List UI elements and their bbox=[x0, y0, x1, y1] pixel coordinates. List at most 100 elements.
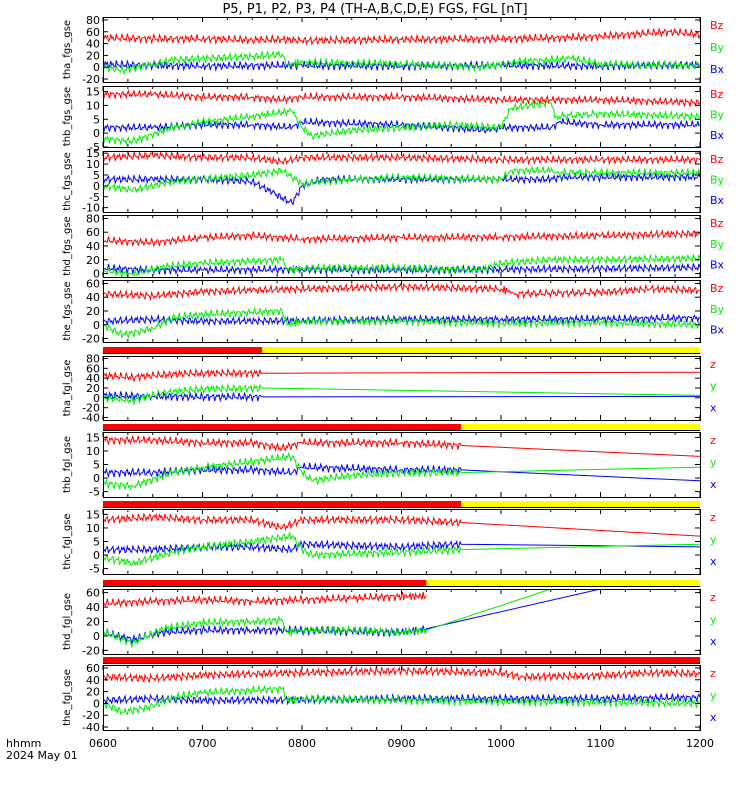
series-line-By bbox=[103, 49, 700, 76]
y-tick-label: -20 bbox=[82, 709, 100, 722]
y-tick-label: 0 bbox=[93, 549, 100, 562]
y-tick-label: 40 bbox=[86, 372, 100, 385]
y-tick-label: 80 bbox=[86, 212, 100, 225]
y-tick-label: 10 bbox=[86, 99, 100, 112]
legend-label-Bz: Bz bbox=[710, 282, 724, 295]
series-line-y bbox=[103, 684, 700, 716]
legend-label-x: x bbox=[710, 711, 717, 724]
series-line-Bx bbox=[103, 116, 700, 134]
series-line-Bz bbox=[103, 89, 700, 109]
panel-ylabel: tha_fgs_gse bbox=[62, 20, 73, 79]
series-line-Bx bbox=[103, 313, 700, 327]
y-tick-label: 0 bbox=[93, 697, 100, 710]
y-tick-label: -20 bbox=[82, 333, 100, 346]
y-tick-label: 0 bbox=[93, 180, 100, 193]
legend-label-Bz: Bz bbox=[710, 88, 724, 101]
data-availability-bar-yellow bbox=[461, 424, 700, 430]
legend-label-Bx: Bx bbox=[710, 259, 725, 272]
legend-label-y: y bbox=[710, 689, 717, 702]
y-tick-label: -5 bbox=[89, 563, 100, 576]
series-line-x bbox=[103, 462, 700, 482]
y-tick-label: 15 bbox=[86, 147, 100, 160]
series-line-z bbox=[103, 367, 700, 383]
legend-label-Bx: Bx bbox=[710, 63, 725, 76]
data-availability-bar-red bbox=[103, 424, 462, 430]
series-line-z bbox=[103, 665, 700, 684]
data-availability-bar-yellow bbox=[262, 347, 700, 353]
data-availability-bar-red bbox=[103, 657, 700, 663]
legend-label-x: x bbox=[710, 635, 717, 648]
series-line-y bbox=[103, 589, 551, 648]
y-tick-label: -40 bbox=[82, 412, 100, 425]
legend-label-z: z bbox=[710, 358, 716, 371]
series-line-Bz bbox=[103, 151, 700, 166]
y-tick-label: 80 bbox=[86, 14, 100, 27]
series-line-Bz bbox=[103, 228, 700, 248]
y-tick-label: 5 bbox=[93, 113, 100, 126]
y-tick-label: 60 bbox=[86, 277, 100, 290]
y-tick-label: -40 bbox=[82, 721, 100, 734]
legend-label-z: z bbox=[710, 591, 716, 604]
series-line-z bbox=[103, 591, 427, 608]
legend-label-Bz: Bz bbox=[710, 217, 724, 230]
series-line-x bbox=[103, 539, 700, 555]
x-tick-label: 1000 bbox=[487, 737, 515, 750]
y-tick-label: 10 bbox=[86, 522, 100, 535]
y-tick-label: 5 bbox=[93, 536, 100, 549]
panel-ylabel: tha_fgl_gse bbox=[62, 360, 73, 417]
panel-ylabel: thc_fgs_gse bbox=[62, 152, 73, 211]
y-tick-label: 60 bbox=[86, 662, 100, 675]
legend-label-By: By bbox=[710, 41, 725, 54]
x-tick-label: 0700 bbox=[189, 737, 217, 750]
series-line-Bz bbox=[103, 27, 700, 46]
x-tick-label: 0900 bbox=[388, 737, 416, 750]
legend-label-Bx: Bx bbox=[710, 129, 725, 142]
panel-frame bbox=[103, 356, 701, 421]
y-tick-label: 0 bbox=[93, 61, 100, 74]
y-tick-label: -5 bbox=[89, 191, 100, 204]
x-tick-label: 0800 bbox=[288, 737, 316, 750]
y-tick-label: 0 bbox=[93, 392, 100, 405]
y-tick-label: 0 bbox=[93, 472, 100, 485]
series-line-Bx bbox=[103, 262, 700, 276]
y-tick-label: 40 bbox=[86, 291, 100, 304]
legend-label-x: x bbox=[710, 401, 717, 414]
series-line-z bbox=[103, 434, 700, 457]
y-tick-label: 15 bbox=[86, 508, 100, 521]
series-line-By bbox=[103, 165, 700, 194]
x-tick-label: 1100 bbox=[587, 737, 615, 750]
series-line-z bbox=[103, 512, 700, 537]
legend-label-y: y bbox=[710, 456, 717, 469]
y-tick-label: 20 bbox=[86, 382, 100, 395]
y-tick-label: 20 bbox=[86, 686, 100, 699]
series-line-By bbox=[103, 253, 700, 277]
panel-frame bbox=[103, 17, 701, 83]
series-line-y bbox=[103, 451, 700, 491]
x-tick-label: 0600 bbox=[89, 737, 117, 750]
panel-ylabel: thc_fgl_gse bbox=[62, 513, 73, 569]
y-tick-label: 5 bbox=[93, 169, 100, 182]
series-line-x bbox=[103, 390, 700, 403]
y-tick-label: 10 bbox=[86, 445, 100, 458]
y-tick-label: 40 bbox=[86, 38, 100, 51]
y-tick-label: 40 bbox=[86, 240, 100, 253]
y-tick-label: -20 bbox=[82, 73, 100, 86]
panel-ylabel: thb_fgs_gse bbox=[62, 87, 73, 146]
legend-label-Bx: Bx bbox=[710, 324, 725, 337]
panel-ylabel: the_fgs_gse bbox=[62, 281, 73, 340]
x-tick-label: 1200 bbox=[686, 737, 714, 750]
series-line-Bx bbox=[103, 59, 700, 72]
legend-label-By: By bbox=[710, 303, 725, 316]
legend-label-Bz: Bz bbox=[710, 19, 724, 32]
series-line-By bbox=[103, 307, 700, 340]
legend-label-x: x bbox=[710, 555, 717, 568]
series-line-By bbox=[103, 98, 700, 146]
y-tick-label: -10 bbox=[82, 202, 100, 215]
series-line-Bz bbox=[103, 282, 700, 302]
y-tick-label: 0 bbox=[93, 319, 100, 332]
series-line-y bbox=[103, 382, 700, 406]
